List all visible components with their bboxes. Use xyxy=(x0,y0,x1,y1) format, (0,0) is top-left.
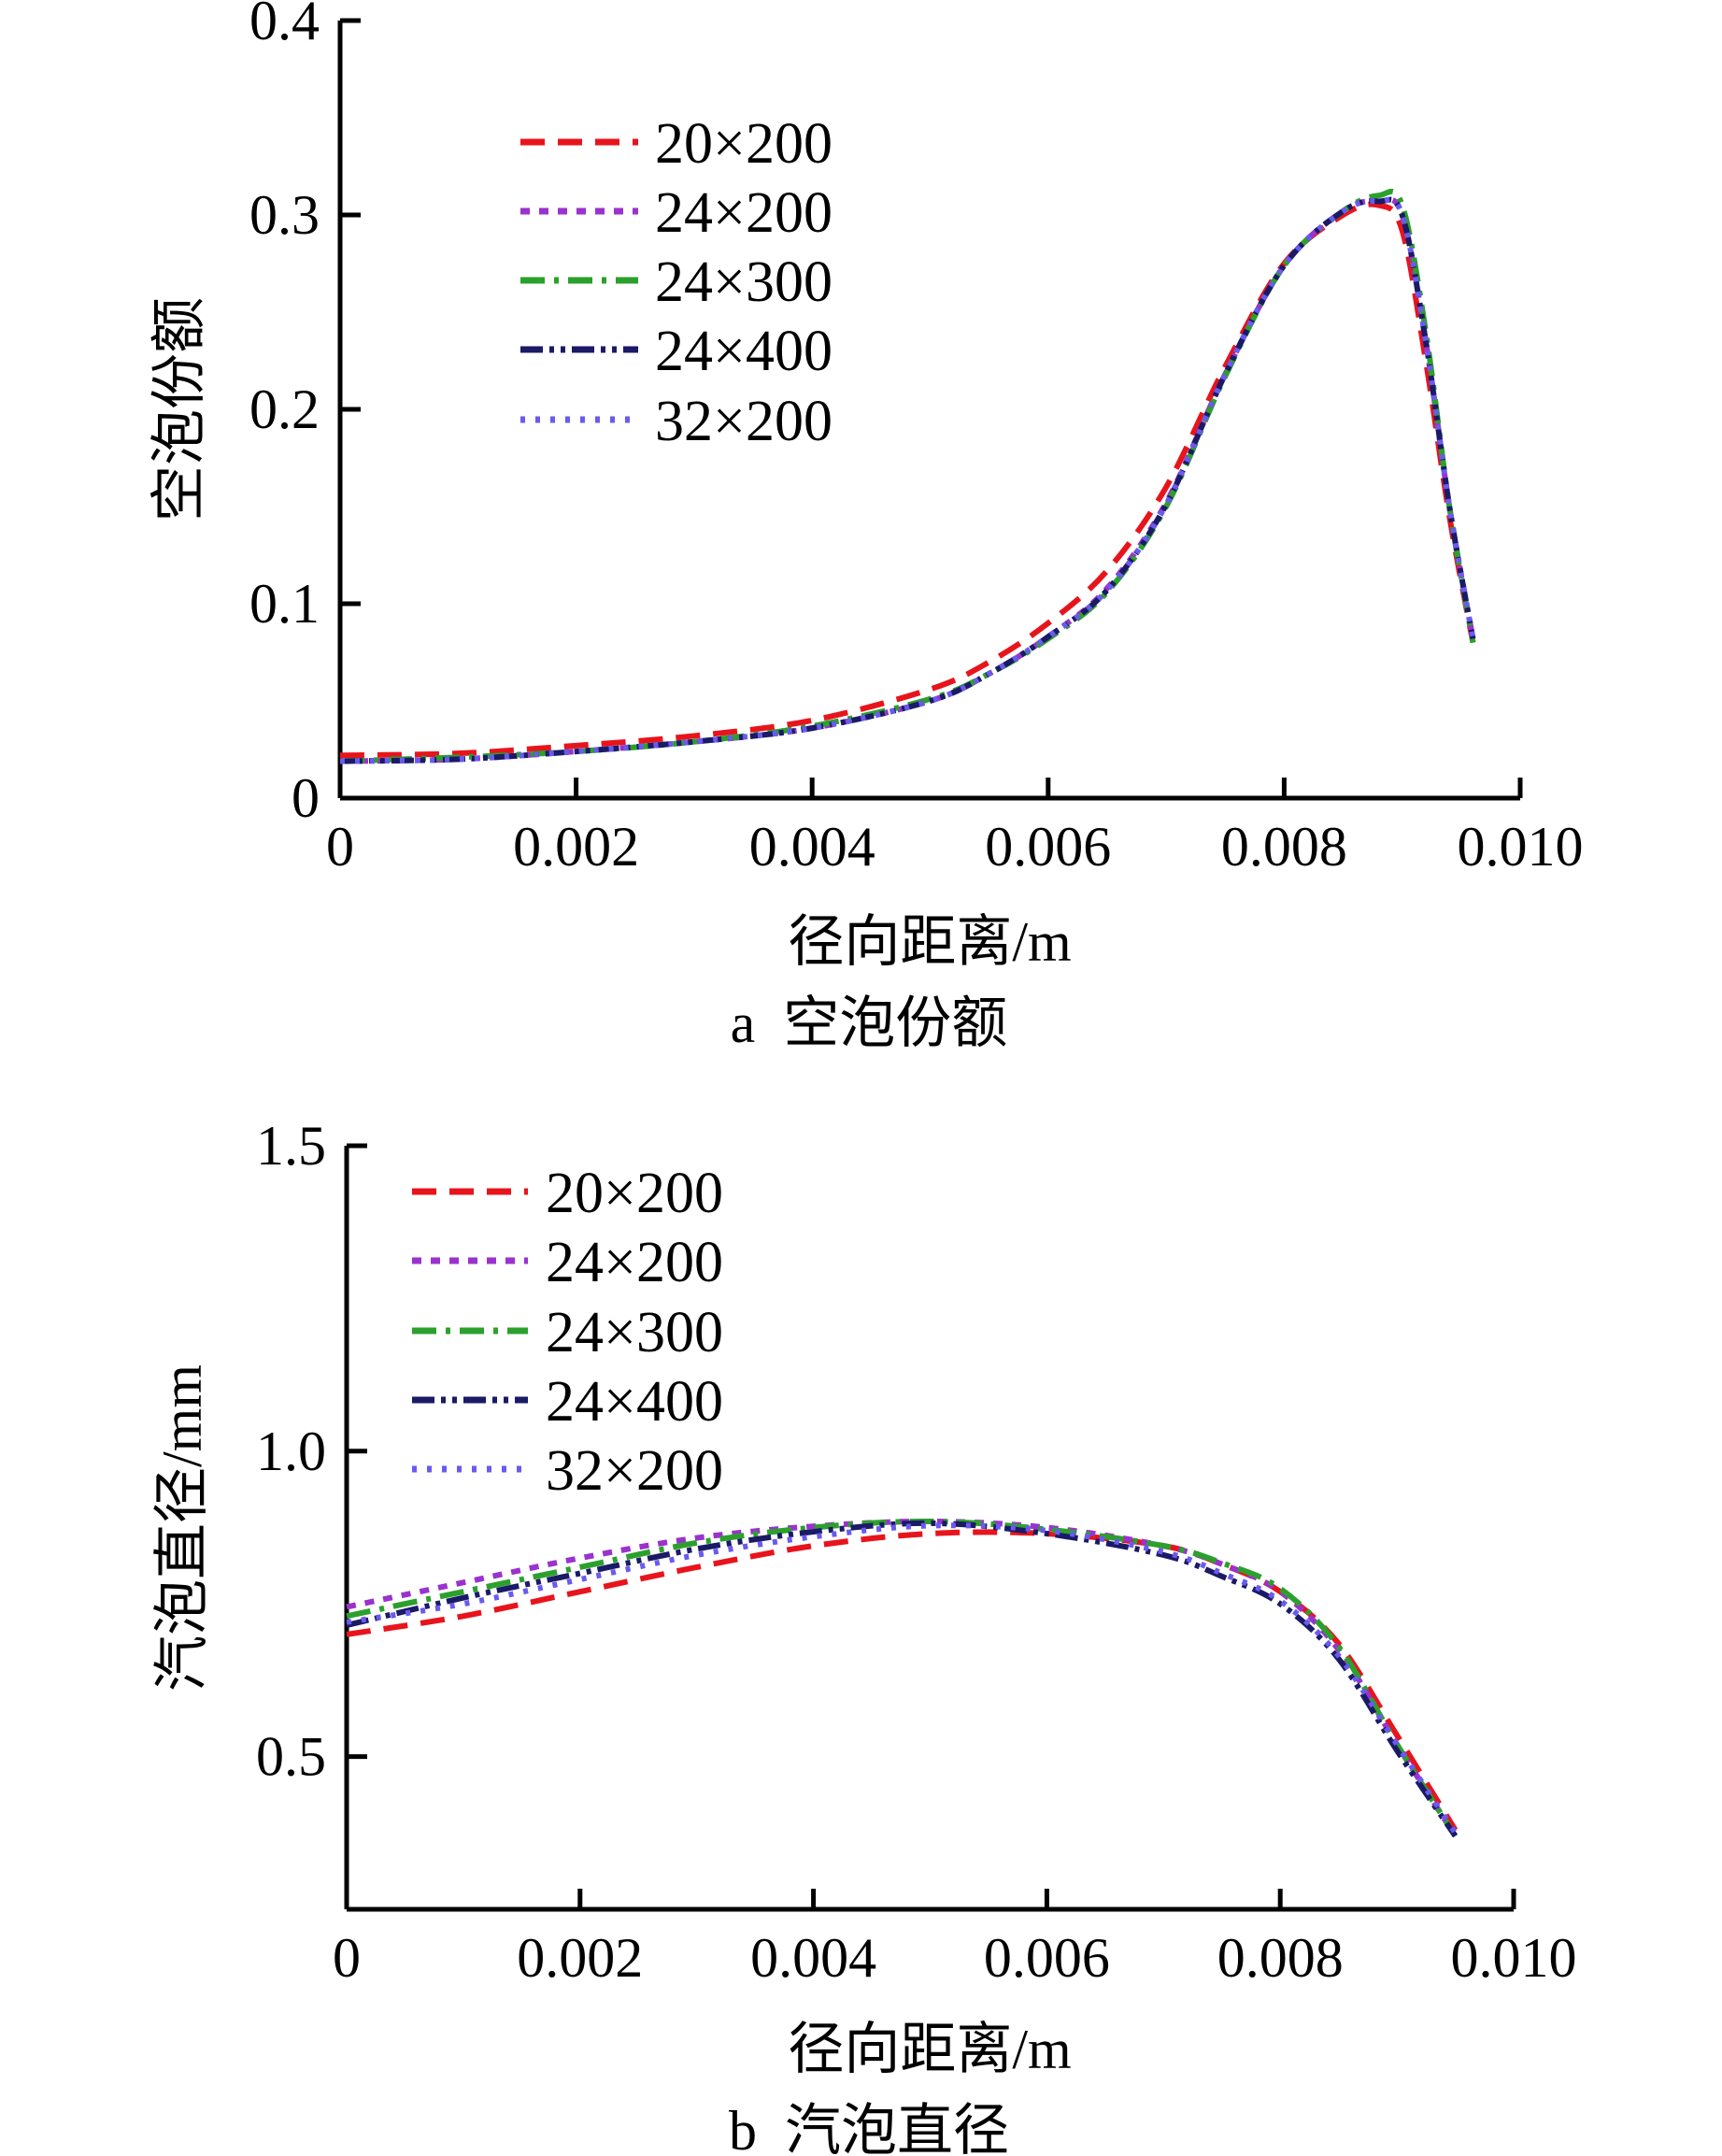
series-line-24x400 xyxy=(339,196,1476,764)
legend-label: 20×200 xyxy=(546,1162,723,1225)
series-line-24x200 xyxy=(339,196,1476,764)
y-tick-label: 0.2 xyxy=(249,378,320,440)
x-tick-label: 0.010 xyxy=(1458,816,1584,878)
legend-label: 24×300 xyxy=(546,1301,723,1364)
x-tick-label: 0 xyxy=(333,1927,361,1989)
series-line-24x400 xyxy=(346,1520,1459,1838)
series-line-20x200 xyxy=(346,1529,1459,1832)
legend-label: 24×400 xyxy=(655,320,833,383)
y-tick-label: 0.1 xyxy=(249,573,320,635)
y-tick-label: 1.0 xyxy=(256,1421,326,1482)
x-tick-label: 0.006 xyxy=(985,816,1111,878)
series-line-20x200 xyxy=(339,201,1476,759)
x-tick-label: 0.006 xyxy=(984,1927,1110,1989)
x-axis-label: 径向距离/m xyxy=(788,2019,1071,2080)
series-line-24x300 xyxy=(346,1518,1459,1838)
legend-label: 24×300 xyxy=(655,250,833,314)
series-line-24x300 xyxy=(339,188,1476,764)
x-tick-label: 0.002 xyxy=(513,816,639,878)
y-axis-label: 汽泡直径/mm xyxy=(151,1364,213,1692)
chart-b-bubble-diameter: 径向距离/m b 汽泡直径 汽泡直径/mm 0 0.002 0.004 0.006 0.… xyxy=(151,1115,1577,2156)
series-line-32x200 xyxy=(339,196,1476,764)
y-tick-label: 0 xyxy=(292,767,320,829)
x-tick-label: 0.002 xyxy=(517,1927,643,1989)
x-tick-label: 0.010 xyxy=(1451,1927,1577,1989)
x-tick-label: 0.008 xyxy=(1221,816,1347,878)
y-tick-label: 0.4 xyxy=(249,0,320,51)
x-tick-label: 0 xyxy=(326,816,354,878)
y-tick-label: 0.5 xyxy=(256,1726,326,1788)
legend-label: 24×200 xyxy=(655,181,833,245)
y-axis-label: 空泡份额 xyxy=(149,297,210,521)
x-tick-label: 0.004 xyxy=(749,816,875,878)
chart-a-void-fraction: 径向距离/m a 空泡份额 空泡份额 0 0.002 0.004 0.006 0.008… xyxy=(149,0,1584,1054)
legend-label: 32×200 xyxy=(546,1439,723,1503)
legend-label: 20×200 xyxy=(655,112,833,176)
series-line-24x200 xyxy=(346,1518,1459,1838)
x-axis-label: 径向距离/m xyxy=(788,911,1071,973)
x-tick-label: 0.008 xyxy=(1217,1927,1344,1989)
y-tick-label: 1.5 xyxy=(256,1115,326,1177)
legend-label: 32×200 xyxy=(655,390,833,453)
y-tick-label: 0.3 xyxy=(249,184,320,246)
x-tick-label: 0.004 xyxy=(750,1927,876,1989)
legend-label: 24×200 xyxy=(546,1231,723,1294)
legend-label: 24×400 xyxy=(546,1370,723,1434)
chart-caption: b 汽泡直径 xyxy=(729,2100,1009,2156)
chart-caption: a 空泡份额 xyxy=(731,992,1008,1054)
series-line-32x200 xyxy=(346,1522,1459,1835)
